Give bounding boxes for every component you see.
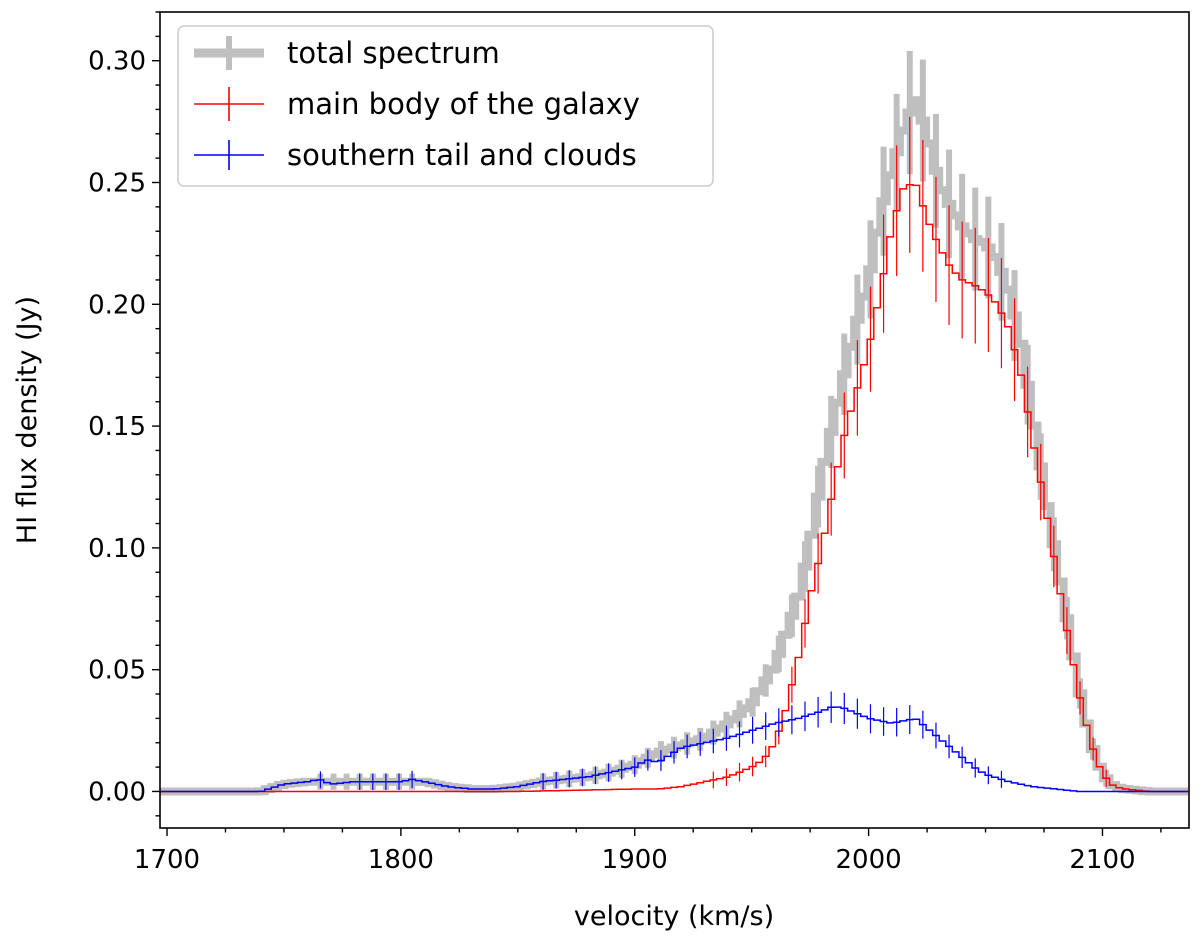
series-line-main-body (160, 184, 1189, 793)
legend-label-total: total spectrum (287, 36, 500, 70)
legend-entry-total: total spectrum (194, 36, 500, 70)
y-tick-label: 0.25 (88, 169, 146, 199)
x-tick-label: 1700 (134, 845, 200, 875)
y-tick-label: 0.20 (88, 290, 146, 320)
series-main-body (160, 116, 1189, 793)
y-tick-label: 0.10 (88, 534, 146, 564)
x-tick-label: 2100 (1069, 845, 1135, 875)
x-tick-label: 1900 (602, 845, 668, 875)
legend: total spectrum main body of the galaxy s… (177, 25, 714, 187)
legend-entry-main-body: main body of the galaxy (194, 87, 640, 121)
legend-entry-southern-tail: southern tail and clouds (194, 138, 637, 172)
x-axis-label: velocity (km/s) (574, 901, 774, 932)
legend-box (177, 25, 714, 187)
series-line-southern-tail (160, 706, 1189, 793)
y-tick-label: 0.15 (88, 412, 146, 442)
y-axis-ticks: 0.00 0.05 0.10 0.15 0.20 0.25 0.30 (88, 11, 160, 817)
legend-label-main-body: main body of the galaxy (287, 87, 640, 121)
series-line-total (160, 96, 1189, 796)
legend-label-southern-tail: southern tail and clouds (287, 138, 637, 172)
y-tick-label: 0.05 (88, 656, 146, 686)
x-tick-label: 1800 (368, 845, 434, 875)
x-tick-label: 2000 (836, 845, 902, 875)
series-southern-tail (160, 691, 1189, 793)
y-tick-label: 0.00 (88, 777, 146, 807)
y-tick-label: 0.30 (88, 47, 146, 77)
x-axis-ticks: 1700 1800 1900 2000 2100 (134, 828, 1162, 875)
series-layer (160, 50, 1189, 796)
plot-area: 1700 1800 1900 2000 2100 0.00 0.05 0.10 0.15 0.2… (88, 11, 1190, 875)
y-axis-label: HI flux density (Jy) (12, 296, 43, 544)
plot-frame (159, 11, 1190, 829)
